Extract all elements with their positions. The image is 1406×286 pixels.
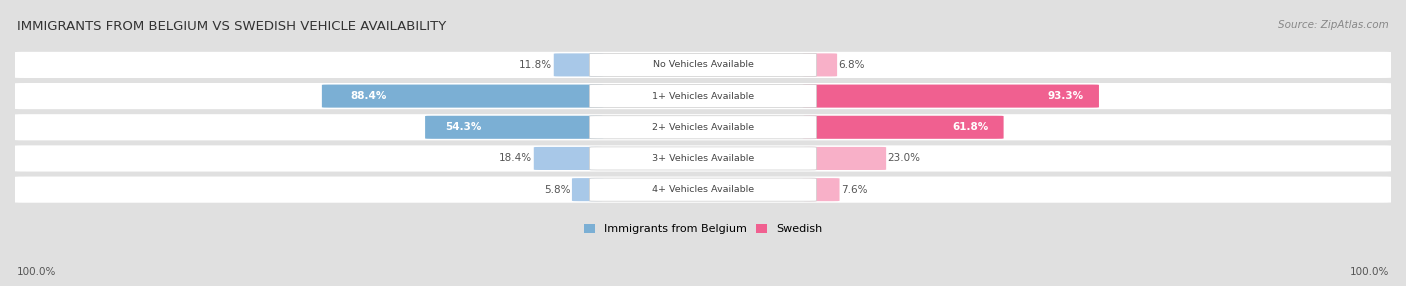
FancyBboxPatch shape (803, 85, 1099, 108)
FancyBboxPatch shape (803, 147, 886, 170)
Text: Source: ZipAtlas.com: Source: ZipAtlas.com (1278, 20, 1389, 30)
Text: 5.8%: 5.8% (544, 185, 571, 195)
FancyBboxPatch shape (803, 178, 839, 201)
FancyBboxPatch shape (11, 52, 1395, 78)
Legend: Immigrants from Belgium, Swedish: Immigrants from Belgium, Swedish (583, 224, 823, 234)
FancyBboxPatch shape (589, 85, 817, 108)
Text: 54.3%: 54.3% (446, 122, 481, 132)
Text: 61.8%: 61.8% (952, 122, 988, 132)
FancyBboxPatch shape (11, 114, 1395, 140)
FancyBboxPatch shape (803, 53, 837, 76)
Text: 93.3%: 93.3% (1047, 91, 1084, 101)
FancyBboxPatch shape (803, 116, 1004, 139)
FancyBboxPatch shape (572, 178, 603, 201)
FancyBboxPatch shape (11, 176, 1395, 203)
Text: 88.4%: 88.4% (350, 91, 387, 101)
Text: 100.0%: 100.0% (17, 267, 56, 277)
FancyBboxPatch shape (11, 83, 1395, 109)
FancyBboxPatch shape (589, 178, 817, 201)
FancyBboxPatch shape (589, 116, 817, 139)
Text: 3+ Vehicles Available: 3+ Vehicles Available (652, 154, 754, 163)
Text: IMMIGRANTS FROM BELGIUM VS SWEDISH VEHICLE AVAILABILITY: IMMIGRANTS FROM BELGIUM VS SWEDISH VEHIC… (17, 20, 446, 33)
Text: 6.8%: 6.8% (838, 60, 865, 70)
FancyBboxPatch shape (322, 85, 603, 108)
FancyBboxPatch shape (589, 147, 817, 170)
FancyBboxPatch shape (554, 53, 603, 76)
Text: 4+ Vehicles Available: 4+ Vehicles Available (652, 185, 754, 194)
Text: 7.6%: 7.6% (841, 185, 868, 195)
FancyBboxPatch shape (534, 147, 603, 170)
FancyBboxPatch shape (425, 116, 603, 139)
Text: 2+ Vehicles Available: 2+ Vehicles Available (652, 123, 754, 132)
FancyBboxPatch shape (11, 145, 1395, 172)
Text: 100.0%: 100.0% (1350, 267, 1389, 277)
Text: 23.0%: 23.0% (887, 154, 921, 164)
Text: 18.4%: 18.4% (499, 154, 533, 164)
Text: 1+ Vehicles Available: 1+ Vehicles Available (652, 92, 754, 101)
FancyBboxPatch shape (589, 53, 817, 76)
Text: 11.8%: 11.8% (519, 60, 553, 70)
Text: No Vehicles Available: No Vehicles Available (652, 60, 754, 69)
